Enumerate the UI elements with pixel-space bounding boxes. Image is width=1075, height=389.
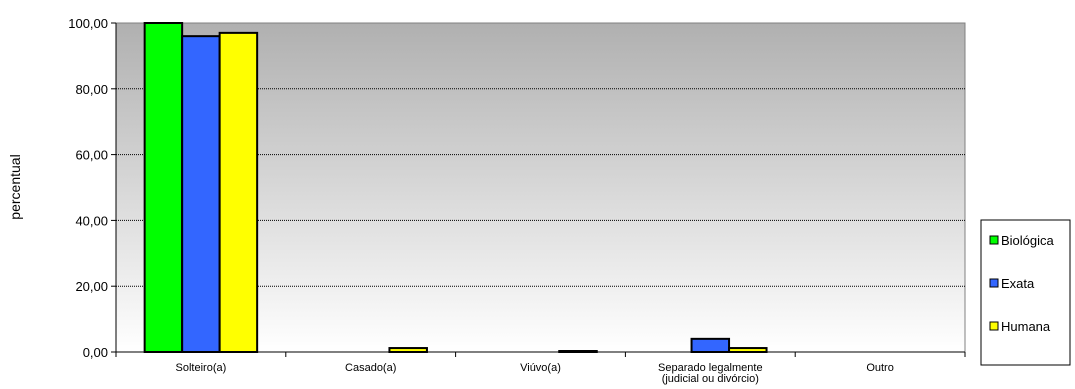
bars [143,22,768,354]
legend-label: Humana [1001,319,1051,334]
bar [690,337,731,353]
x-tick-label: Solteiro(a) [176,362,227,374]
legend-label: Biológica [1001,233,1055,248]
x-tick-label: Viúvo(a) [520,362,561,374]
legend: Biológica Exata Humana [980,219,1071,366]
legend-swatch [989,321,999,331]
bar [143,22,184,353]
x-tick-label: Outro [866,362,894,374]
y-tick-label: 40,00 [75,213,108,228]
bar [181,35,221,353]
x-tick-label: (judicial ou divórcio) [662,373,759,385]
legend-label: Exata [1001,276,1035,291]
y-tick-label: 60,00 [75,148,108,163]
bar [728,347,768,354]
y-axis: 0,00 20,00 40,00 60,00 80,00 100,00 [68,16,117,360]
legend-swatch [989,278,999,288]
y-tick-label: 80,00 [75,82,108,97]
bar [218,31,259,354]
legend-swatch [989,235,999,245]
y-tick-label: 0,00 [83,345,108,360]
y-tick-label: 20,00 [75,279,108,294]
x-tick-label: Casado(a) [345,362,396,374]
bar [388,347,428,354]
y-axis-label: percentual [7,154,23,219]
x-tick-label: Separado legalmente [658,362,763,374]
y-tick-label: 100,00 [68,16,108,31]
x-axis: Solteiro(a) Casado(a) Viúvo(a) Separado leg… [115,351,966,385]
gridlines [116,88,965,287]
